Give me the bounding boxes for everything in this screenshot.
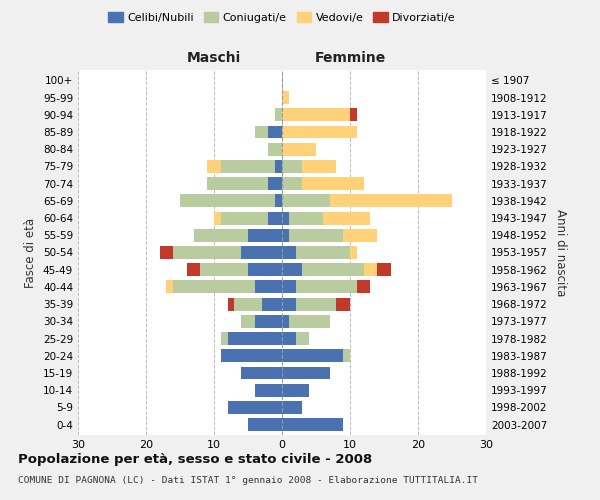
Bar [166, 280, 173, 293]
Bar [296, 280, 357, 293]
Bar [296, 246, 350, 259]
Bar [343, 350, 350, 362]
Text: Femmine: Femmine [314, 51, 386, 65]
Bar [173, 246, 241, 259]
Bar [282, 315, 289, 328]
Bar [282, 298, 296, 310]
Text: Maschi: Maschi [187, 51, 241, 65]
Bar [282, 264, 302, 276]
Bar [282, 108, 350, 121]
Bar [337, 298, 350, 310]
Bar [282, 280, 296, 293]
Bar [173, 280, 255, 293]
Bar [282, 401, 302, 414]
Bar [282, 229, 289, 241]
Bar [275, 160, 282, 173]
Bar [227, 401, 282, 414]
Bar [282, 160, 302, 173]
Bar [255, 384, 282, 396]
Bar [350, 246, 357, 259]
Bar [282, 177, 302, 190]
Bar [282, 194, 329, 207]
Bar [282, 366, 329, 380]
Bar [296, 332, 309, 345]
Bar [262, 298, 282, 310]
Bar [282, 418, 343, 431]
Bar [302, 264, 364, 276]
Bar [275, 108, 282, 121]
Legend: Celibi/Nubili, Coniugati/e, Vedovi/e, Divorziati/e: Celibi/Nubili, Coniugati/e, Vedovi/e, Di… [104, 8, 460, 28]
Bar [350, 108, 357, 121]
Bar [255, 126, 268, 138]
Bar [194, 229, 248, 241]
Bar [207, 160, 221, 173]
Bar [302, 160, 337, 173]
Bar [241, 246, 282, 259]
Bar [323, 212, 370, 224]
Bar [268, 126, 282, 138]
Text: Popolazione per età, sesso e stato civile - 2008: Popolazione per età, sesso e stato civil… [18, 452, 372, 466]
Bar [364, 264, 377, 276]
Y-axis label: Anni di nascita: Anni di nascita [554, 209, 567, 296]
Bar [357, 280, 370, 293]
Bar [255, 280, 282, 293]
Bar [227, 332, 282, 345]
Bar [221, 332, 227, 345]
Bar [282, 384, 309, 396]
Bar [377, 264, 391, 276]
Bar [289, 212, 323, 224]
Bar [207, 177, 268, 190]
Bar [221, 212, 268, 224]
Bar [248, 418, 282, 431]
Bar [282, 142, 316, 156]
Bar [268, 212, 282, 224]
Bar [248, 264, 282, 276]
Bar [241, 366, 282, 380]
Bar [289, 315, 329, 328]
Bar [289, 229, 343, 241]
Bar [296, 298, 337, 310]
Bar [187, 264, 200, 276]
Bar [268, 177, 282, 190]
Bar [329, 194, 452, 207]
Bar [282, 212, 289, 224]
Bar [268, 142, 282, 156]
Bar [221, 160, 275, 173]
Bar [275, 194, 282, 207]
Bar [200, 264, 248, 276]
Bar [227, 298, 235, 310]
Bar [282, 332, 296, 345]
Bar [343, 229, 377, 241]
Bar [255, 315, 282, 328]
Text: COMUNE DI PAGNONA (LC) - Dati ISTAT 1° gennaio 2008 - Elaborazione TUTTITALIA.IT: COMUNE DI PAGNONA (LC) - Dati ISTAT 1° g… [18, 476, 478, 485]
Bar [282, 126, 357, 138]
Y-axis label: Fasce di età: Fasce di età [25, 218, 37, 288]
Bar [282, 246, 296, 259]
Bar [221, 350, 282, 362]
Bar [248, 229, 282, 241]
Bar [302, 177, 364, 190]
Bar [241, 315, 255, 328]
Bar [214, 212, 221, 224]
Bar [160, 246, 173, 259]
Bar [180, 194, 275, 207]
Bar [282, 350, 343, 362]
Bar [235, 298, 262, 310]
Bar [282, 91, 289, 104]
